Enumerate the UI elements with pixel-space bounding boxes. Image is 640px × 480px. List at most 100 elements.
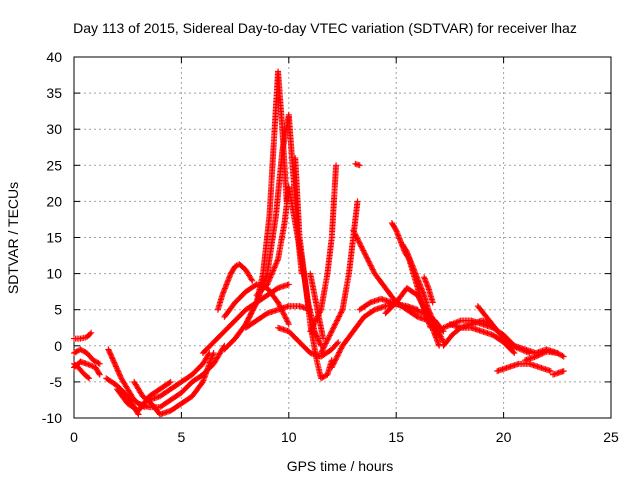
data-point [167,378,174,385]
data-point [331,322,338,329]
data-point [336,312,343,319]
data-point [111,359,118,366]
data-point [246,314,253,321]
data-point [281,311,288,318]
data-point [363,254,370,261]
data-point [107,350,114,357]
data-point [367,261,374,268]
data-point [336,348,343,355]
data-point [392,226,399,233]
x-axis: 0 5 10 15 20 25 [70,57,619,445]
y-tick-label: -5 [50,374,63,390]
data-point [110,356,117,363]
series-s33 [446,321,518,357]
data-point [112,362,119,369]
data-point [105,347,112,354]
y-axis: -10 -5 0 5 10 15 20 25 30 35 40 [42,49,611,426]
data-point [107,351,114,358]
chart-title: Day 113 of 2015, Sidereal Day-to-day VTE… [73,20,577,36]
data-point [336,313,343,320]
data-point [430,318,437,325]
data-point [310,321,317,328]
data-point [555,350,562,357]
data-point [88,329,95,336]
data-point [331,359,338,366]
data-point [328,329,335,336]
data-point [315,337,322,344]
series-s5 [105,346,148,411]
data-point [91,357,98,364]
data-point [73,348,80,355]
data-point [325,335,332,342]
data-point [273,258,280,265]
data-point [318,348,325,355]
data-point [354,236,361,243]
data-point [432,322,439,329]
data-point [328,328,335,335]
data-point [362,251,369,258]
series-s19 [292,155,335,382]
data-point [92,358,99,365]
data-point [351,229,358,236]
data-point [108,352,115,359]
data-point [247,311,254,318]
data-point [266,277,273,284]
series-s13 [221,281,292,328]
data-point [365,258,372,265]
data-point [113,364,120,371]
data-point [364,255,371,262]
data-point [316,338,323,345]
data-point [358,243,365,250]
data-point [315,312,322,319]
data-point [324,336,331,343]
x-axis-label: GPS time / hours [287,458,394,474]
data-point [270,265,277,272]
data-point [330,324,337,331]
series-s38 [550,368,567,378]
series-s17 [242,303,314,331]
data-point [86,375,93,382]
data-point [271,264,278,271]
data-point [536,351,543,358]
data-point [361,250,368,257]
series-s1 [71,329,95,342]
data-point [312,330,319,337]
data-point [206,350,213,357]
series-s2 [71,346,103,367]
data-point [246,313,253,320]
data-point [88,362,95,369]
data-point [338,309,345,316]
data-point [354,198,361,205]
data-point [320,345,327,352]
data-point [365,257,372,264]
data-point [244,318,251,325]
x-tick-label: 20 [496,429,512,445]
data-point [356,239,363,246]
data-point [429,299,436,306]
data-point [480,318,487,325]
data-point [332,320,339,327]
series-s29 [399,241,447,346]
data-point [252,302,259,309]
data-point [440,324,447,331]
data-point [367,262,374,269]
data-point [323,339,330,346]
data-point [95,360,102,367]
data-point [72,349,79,356]
data-point [439,336,446,343]
data-point [538,351,545,358]
data-point [250,304,257,311]
data-point [479,317,486,324]
data-point [330,361,337,368]
data-point [539,350,546,357]
data-point [334,317,341,324]
data-point [329,327,336,334]
data-point [110,358,117,365]
data-point [334,316,341,323]
data-point [282,314,289,321]
data-point [559,352,566,359]
data-point [312,317,319,324]
data-point [316,309,323,316]
data-point [313,314,320,321]
